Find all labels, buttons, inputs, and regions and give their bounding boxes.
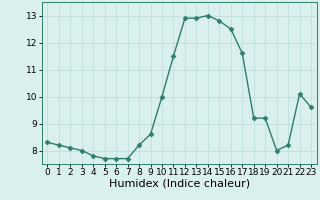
X-axis label: Humidex (Indice chaleur): Humidex (Indice chaleur) xyxy=(108,179,250,189)
